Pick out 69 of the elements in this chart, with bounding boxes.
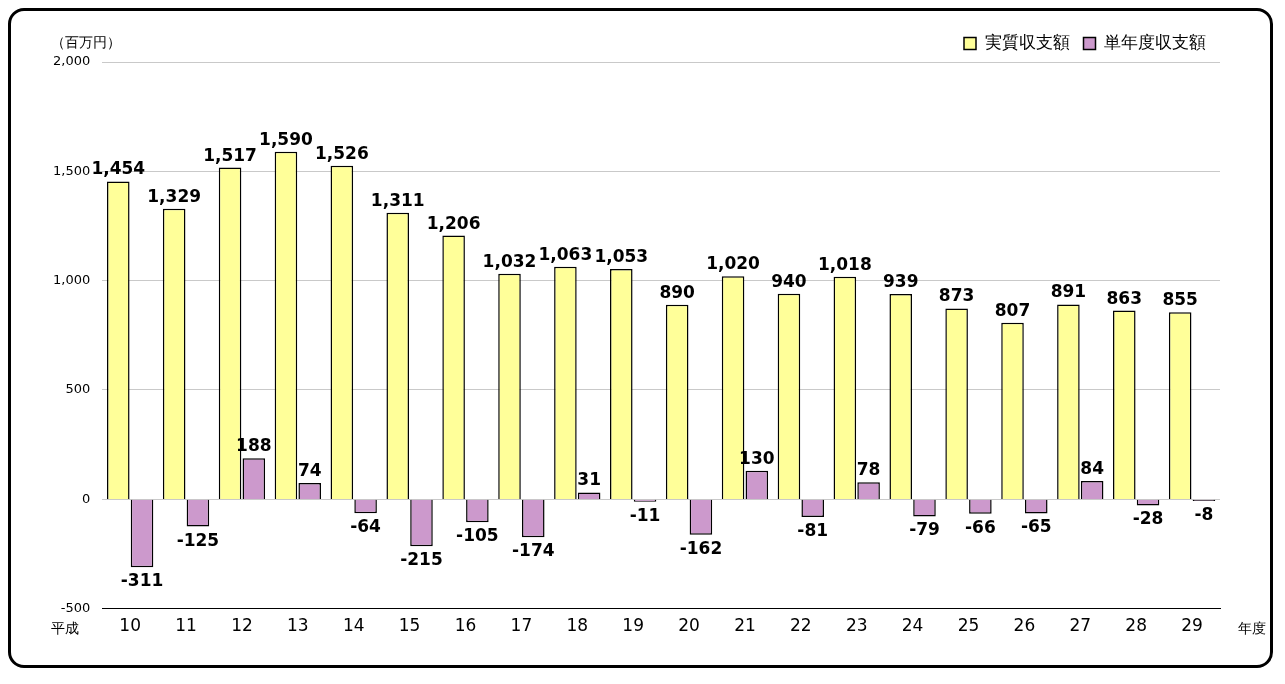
data-label: -162 — [679, 537, 723, 558]
data-label: 1,032 — [482, 250, 537, 271]
y-tick-label: -500 — [60, 599, 91, 615]
data-label: -8 — [1194, 503, 1214, 524]
data-label: 78 — [856, 459, 881, 480]
data-label: -125 — [176, 529, 220, 550]
data-label: 1,206 — [426, 212, 481, 233]
legend-label: 実質収支額 — [984, 31, 1070, 52]
data-label: 1,311 — [370, 189, 425, 210]
data-label: 1,590 — [259, 128, 314, 149]
x-tick-label: 26 — [1013, 615, 1036, 636]
x-tick-label: 24 — [901, 615, 924, 636]
x-tick-label: 17 — [510, 615, 533, 636]
y-tick-label: 0 — [81, 490, 91, 506]
data-label: -11 — [629, 504, 661, 525]
data-label: 890 — [659, 281, 696, 302]
data-label: 891 — [1050, 281, 1087, 302]
data-label: -81 — [797, 519, 829, 540]
x-tick-label: 22 — [790, 615, 812, 636]
x-tick-label: 28 — [1125, 615, 1147, 636]
data-label: 873 — [938, 285, 975, 306]
data-label: 31 — [577, 469, 601, 490]
data-label: 1,020 — [706, 253, 761, 274]
data-label: -79 — [909, 519, 940, 540]
x-tick-label: 23 — [845, 615, 868, 636]
data-label: 939 — [882, 270, 919, 291]
data-label: 1,063 — [538, 243, 593, 264]
data-label: 1,018 — [817, 253, 872, 274]
data-label: 1,329 — [147, 185, 202, 206]
y-tick-label: 500 — [65, 381, 91, 397]
x-tick-label: 20 — [678, 615, 700, 636]
data-label: -311 — [120, 570, 164, 591]
x-tick-label: 13 — [287, 615, 309, 636]
data-label: 807 — [994, 299, 1031, 320]
x-tick-label: 10 — [119, 615, 141, 636]
y-tick-label: 2,000 — [53, 53, 91, 69]
x-axis-title: 年度 — [1238, 620, 1266, 637]
y-tick-label: 1,000 — [53, 272, 91, 288]
x-tick-label: 21 — [734, 615, 756, 636]
data-label: -65 — [1020, 516, 1052, 537]
text: 平成 — [51, 620, 79, 637]
data-label: 84 — [1080, 457, 1105, 478]
data-label: -215 — [400, 549, 443, 570]
x-tick-label: 14 — [342, 615, 365, 636]
data-label: -174 — [511, 540, 555, 561]
x-tick-label: 18 — [566, 615, 589, 636]
x-tick-label: 12 — [231, 615, 253, 636]
data-label: 940 — [771, 270, 807, 291]
data-label: 1,053 — [594, 245, 649, 266]
data-label: 863 — [1106, 287, 1143, 308]
x-tick-label: 27 — [1069, 615, 1092, 636]
data-label: 1,454 — [91, 158, 146, 179]
data-label: -28 — [1132, 508, 1164, 529]
x-tick-label: 29 — [1181, 615, 1203, 636]
data-label: -105 — [456, 525, 499, 546]
data-label: 855 — [1162, 289, 1198, 310]
y-axis-title: （百万円） — [51, 33, 121, 50]
x-tick-label: 16 — [454, 615, 477, 636]
data-label: 1,517 — [203, 144, 257, 165]
data-label: 1,526 — [314, 142, 369, 163]
x-tick-label: 11 — [175, 615, 197, 636]
data-label: -66 — [965, 516, 996, 537]
x-tick-label: 19 — [622, 615, 644, 636]
data-label: -64 — [350, 516, 382, 537]
data-label: 74 — [297, 460, 322, 481]
y-tick-label: 1,500 — [53, 162, 91, 178]
x-tick-label: 15 — [398, 615, 421, 636]
x-tick-label: 25 — [957, 615, 980, 636]
legend-label: 単年度収支額 — [1104, 31, 1206, 52]
